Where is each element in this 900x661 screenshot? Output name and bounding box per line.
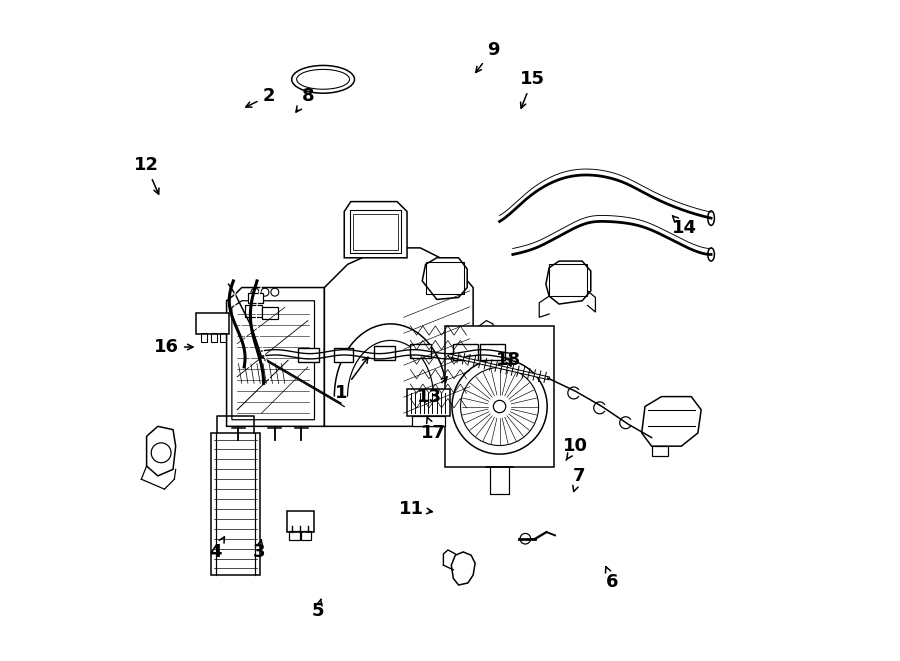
Bar (412, 416, 446, 426)
Bar (349, 210, 401, 253)
Bar (220, 333, 226, 342)
Bar (202, 333, 207, 342)
Text: 8: 8 (296, 87, 314, 112)
Bar (410, 344, 431, 358)
Circle shape (493, 401, 506, 412)
Polygon shape (422, 258, 467, 299)
Bar (245, 305, 262, 317)
Text: 17: 17 (421, 417, 446, 442)
Text: 10: 10 (563, 437, 588, 460)
Polygon shape (545, 261, 590, 304)
Text: 12: 12 (133, 156, 159, 194)
Text: 1: 1 (335, 357, 368, 403)
Bar (454, 344, 479, 360)
Text: 9: 9 (476, 40, 500, 73)
Bar (334, 348, 353, 362)
Circle shape (520, 533, 531, 544)
Text: 5: 5 (311, 600, 324, 621)
Bar (446, 326, 554, 467)
Bar (426, 262, 464, 294)
Text: 4: 4 (210, 537, 224, 561)
Text: 14: 14 (672, 216, 698, 237)
Bar (195, 313, 229, 334)
Bar (298, 348, 320, 362)
Bar (302, 531, 310, 540)
Polygon shape (147, 426, 176, 476)
Polygon shape (344, 202, 407, 258)
Ellipse shape (707, 248, 715, 261)
Bar (211, 433, 260, 575)
Ellipse shape (292, 65, 355, 93)
Polygon shape (642, 397, 701, 446)
Bar (480, 344, 505, 360)
Polygon shape (451, 552, 475, 585)
Bar (248, 293, 263, 303)
Polygon shape (473, 321, 493, 357)
Polygon shape (227, 288, 324, 426)
Text: 2: 2 (246, 87, 274, 107)
Circle shape (452, 359, 547, 454)
Text: 15: 15 (520, 70, 545, 108)
Text: 6: 6 (606, 566, 618, 591)
Bar (374, 346, 395, 360)
Text: 3: 3 (252, 540, 265, 561)
Text: 16: 16 (154, 338, 193, 356)
Bar (652, 446, 668, 456)
Ellipse shape (707, 211, 715, 225)
Bar (262, 307, 278, 319)
Text: 11: 11 (399, 500, 432, 518)
Text: 18: 18 (496, 351, 521, 369)
Bar (290, 531, 300, 540)
Text: 7: 7 (572, 467, 585, 492)
Bar (407, 389, 450, 416)
Text: 13: 13 (417, 377, 447, 406)
Polygon shape (324, 248, 473, 426)
Bar (287, 511, 314, 532)
Bar (211, 333, 217, 342)
Bar (353, 214, 398, 250)
Bar (549, 264, 588, 296)
